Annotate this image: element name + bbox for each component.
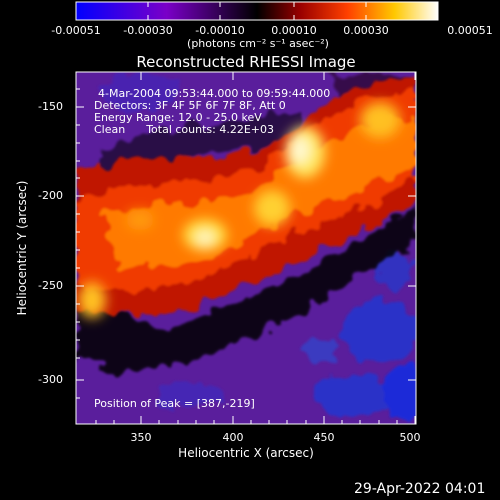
x-tick-label: 350: [130, 431, 152, 444]
y-tick-label: -300: [38, 373, 63, 386]
footer-timestamp: 29-Apr-2022 04:01: [354, 481, 486, 497]
colorbar-tick-label: -0.00051: [51, 24, 101, 37]
y-tick-label: -150: [38, 100, 63, 113]
colorbar-tick-label: -0.00030: [123, 24, 173, 37]
info-line-clean: Clean Total counts: 4.22E+03: [94, 123, 275, 136]
colorbar-tick-label: -0.00010: [195, 24, 245, 37]
y-tick-label: -200: [38, 189, 63, 202]
colorbar-tick-label: 0.00030: [343, 24, 389, 37]
plot-title: Reconstructed RHESSI Image: [136, 53, 356, 71]
info-line-energy: Energy Range: 12.0 - 25.0 keV: [94, 111, 262, 124]
colorbar-tick-label: 0.00051: [447, 24, 493, 37]
info-line-time-range: 4-Mar-2004 09:53:44.000 to 09:59:44.000: [98, 87, 331, 100]
y-tick-label: -250: [38, 279, 63, 292]
colorbar-tick-label: 0.00010: [271, 24, 317, 37]
x-tick-label: 500: [399, 431, 421, 444]
x-axis-title: Heliocentric X (arcsec): [178, 446, 314, 460]
colorbar-gradient: [75, 1, 439, 21]
x-tick-label: 450: [313, 431, 335, 444]
colorbar-units-label: (photons cm⁻² s⁻¹ asec⁻²): [187, 37, 329, 50]
peak-position-label: Position of Peak = [387,-219]: [94, 397, 255, 410]
y-axis-title: Heliocentric Y (arcsec): [15, 180, 29, 316]
colorbar: [75, 1, 439, 21]
info-line-detectors: Detectors: 3F 4F 5F 6F 7F 8F, Att 0: [94, 99, 286, 112]
x-tick-label: 400: [222, 431, 244, 444]
